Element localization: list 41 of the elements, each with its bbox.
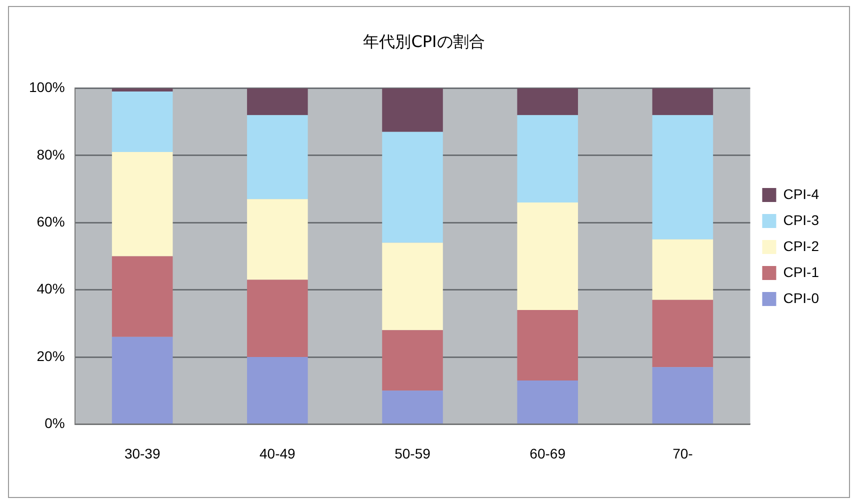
bar xyxy=(247,88,308,116)
bar xyxy=(382,390,443,424)
bar xyxy=(652,115,714,240)
bar xyxy=(112,152,173,256)
bar xyxy=(382,330,443,391)
bar xyxy=(517,115,578,202)
bar xyxy=(652,88,714,116)
bar xyxy=(247,199,308,280)
bar xyxy=(247,357,308,424)
bar xyxy=(382,132,443,243)
bar xyxy=(112,256,173,337)
x-tick-label: 30-39 xyxy=(124,445,160,462)
bar xyxy=(517,310,578,381)
legend-label: CPI-4 xyxy=(783,186,820,202)
bar xyxy=(517,202,578,310)
bar xyxy=(652,239,714,300)
x-tick-label: 50-59 xyxy=(394,445,431,462)
bar xyxy=(112,92,173,152)
legend-label: CPI-2 xyxy=(783,238,820,254)
chart-title: 年代別CPIの割合 xyxy=(363,32,485,51)
bar xyxy=(652,300,714,368)
bar xyxy=(517,380,578,424)
x-tick-label: 40-49 xyxy=(260,445,296,462)
bar xyxy=(112,336,173,424)
legend-label: CPI-3 xyxy=(783,212,820,228)
y-tick-label: 0% xyxy=(44,415,65,432)
y-tick-label: 40% xyxy=(36,280,65,297)
bar xyxy=(382,242,443,330)
x-tick-label: 70- xyxy=(672,445,694,462)
y-tick-label: 80% xyxy=(36,146,65,162)
y-tick-label: 20% xyxy=(36,348,65,364)
legend-label: CPI-0 xyxy=(783,290,820,306)
legend-label: CPI-1 xyxy=(783,264,820,280)
y-tick-label: 100% xyxy=(28,79,65,96)
x-tick-label: 60-69 xyxy=(530,445,566,462)
bar xyxy=(382,88,443,132)
y-tick-label: 60% xyxy=(36,213,65,230)
bar xyxy=(247,280,308,357)
bar xyxy=(247,115,308,200)
bar xyxy=(652,367,714,424)
bar xyxy=(517,88,578,116)
